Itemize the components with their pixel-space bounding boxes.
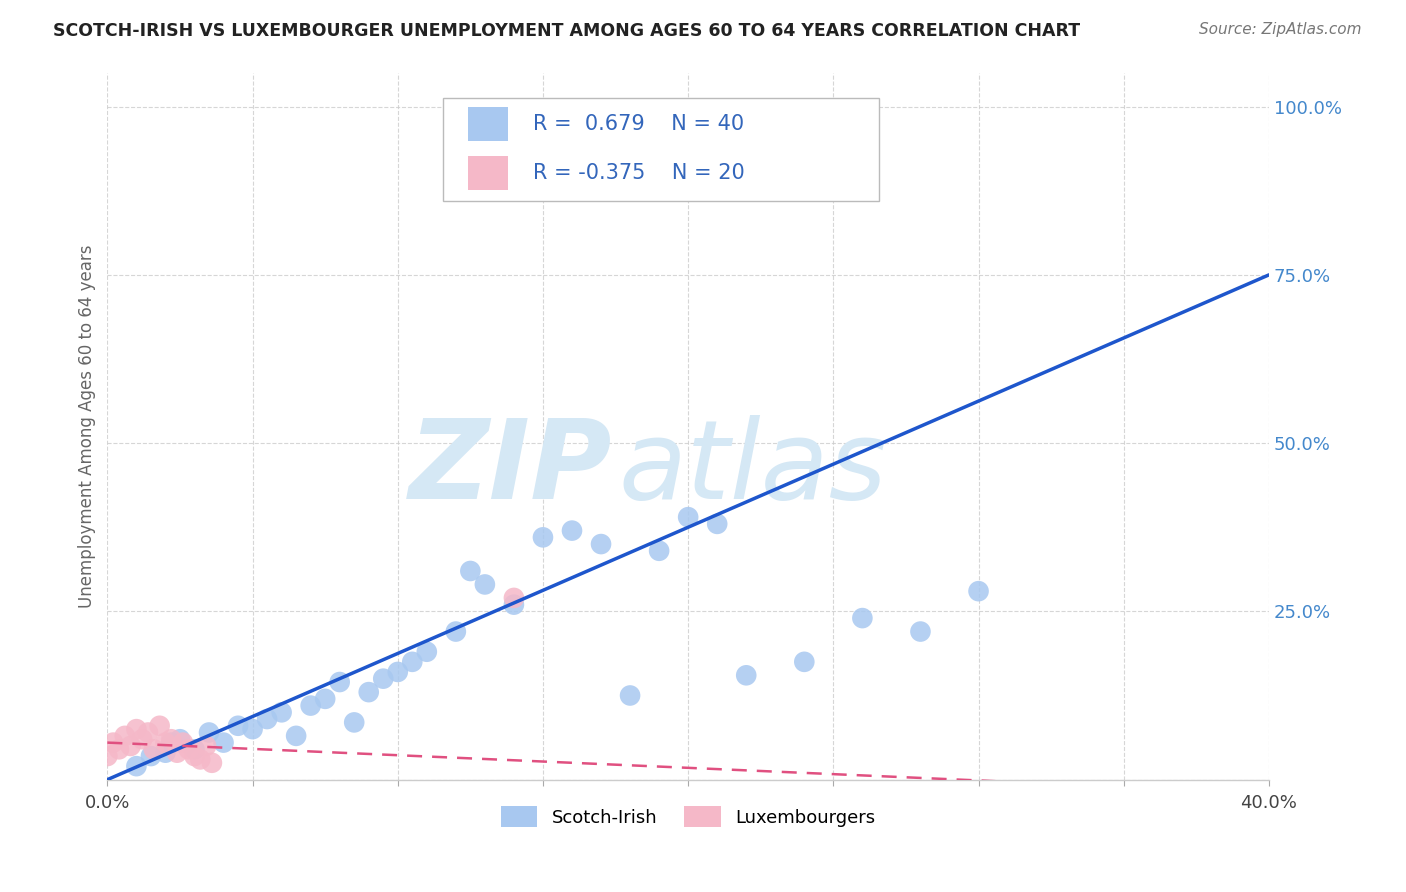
Point (125, 722, 148, 736)
Point (357, 685, 380, 699)
Text: ZIP: ZIP (409, 415, 613, 522)
Point (195, 739, 218, 753)
Point (131, 732, 153, 747)
Point (343, 715, 366, 730)
Point (910, 624, 932, 639)
Point (142, 742, 165, 756)
Point (242, 722, 264, 736)
Point (139, 749, 162, 764)
Point (212, 736, 235, 750)
Point (172, 736, 194, 750)
Point (136, 725, 159, 739)
Point (183, 749, 205, 764)
Point (648, 543, 671, 558)
Point (177, 742, 200, 756)
Point (444, 624, 467, 639)
Point (149, 719, 172, 733)
Point (198, 725, 221, 739)
Legend: Scotch-Irish, Luxembourgers: Scotch-Irish, Luxembourgers (494, 799, 883, 834)
Point (285, 729, 308, 743)
Point (706, 516, 728, 531)
Point (531, 530, 554, 544)
Point (125, 759, 148, 773)
Text: R = -0.375    N = 20: R = -0.375 N = 20 (533, 163, 745, 183)
Point (166, 746, 188, 760)
Point (160, 736, 183, 750)
Point (120, 739, 142, 753)
Text: R =  0.679    N = 40: R = 0.679 N = 40 (533, 114, 744, 134)
Point (188, 752, 211, 766)
Point (256, 712, 278, 726)
Point (373, 672, 395, 686)
Point (851, 611, 873, 625)
Text: atlas: atlas (619, 415, 887, 522)
Point (201, 756, 224, 770)
Point (735, 668, 758, 682)
Point (474, 577, 496, 591)
Point (416, 645, 439, 659)
Point (793, 655, 815, 669)
Point (155, 736, 177, 750)
Point (589, 537, 612, 551)
Point (108, 742, 131, 756)
Point (503, 591, 526, 605)
Point (401, 655, 423, 669)
Point (967, 584, 990, 599)
Point (299, 698, 322, 713)
Point (460, 564, 482, 578)
Point (155, 746, 177, 760)
Y-axis label: Unemployment Among Ages 60 to 64 years: Unemployment Among Ages 60 to 64 years (79, 244, 96, 608)
Point (314, 691, 336, 706)
Text: Source: ZipAtlas.com: Source: ZipAtlas.com (1198, 22, 1361, 37)
Point (96, 749, 118, 764)
Text: SCOTCH-IRISH VS LUXEMBOURGER UNEMPLOYMENT AMONG AGES 60 TO 64 YEARS CORRELATION : SCOTCH-IRISH VS LUXEMBOURGER UNEMPLOYMEN… (53, 22, 1081, 40)
Point (103, 736, 125, 750)
Point (226, 719, 249, 733)
Point (160, 732, 183, 747)
Point (503, 598, 526, 612)
Point (270, 706, 292, 720)
Point (387, 665, 409, 679)
Point (114, 729, 136, 743)
Point (183, 742, 205, 756)
Point (619, 689, 641, 703)
Point (561, 524, 583, 538)
Point (169, 732, 191, 747)
Point (676, 510, 699, 524)
Point (329, 675, 352, 690)
